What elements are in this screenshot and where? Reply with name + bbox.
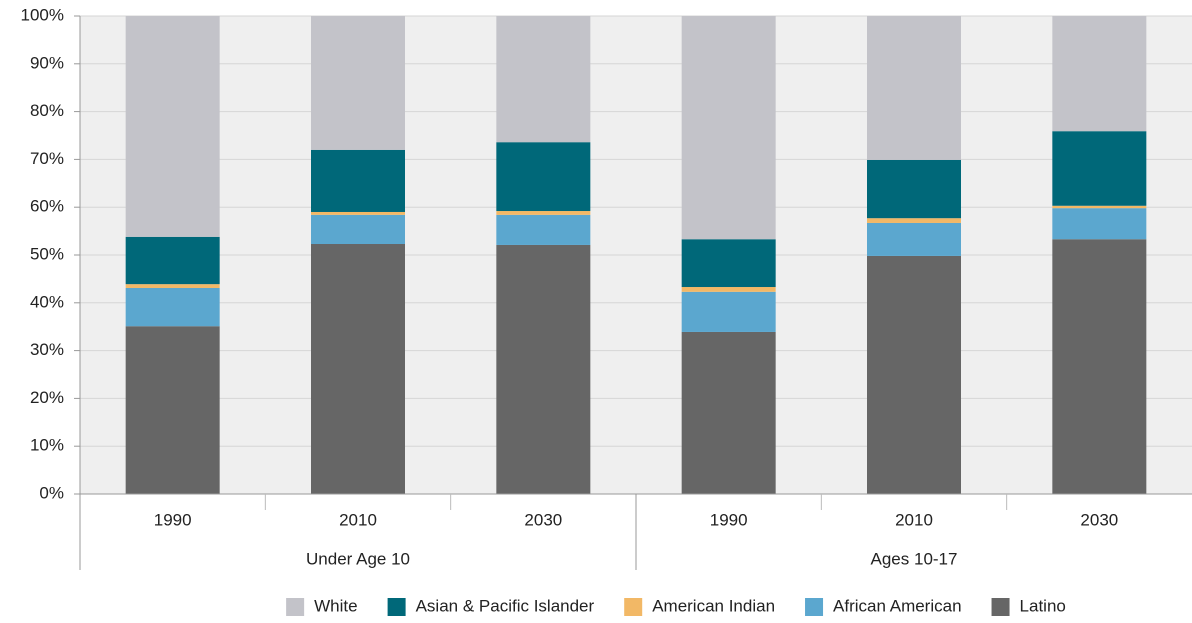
bar-segment: [496, 16, 591, 143]
group-label: Under Age 10: [306, 549, 410, 568]
x-tick-label: 2010: [339, 510, 377, 529]
legend-label: White: [314, 596, 357, 615]
bar-segment: [1052, 208, 1147, 240]
bar-segment: [496, 244, 591, 494]
x-tick-label: 2030: [1080, 510, 1118, 529]
bar-segment: [681, 239, 776, 288]
bar-segment: [681, 287, 776, 292]
bar-segment: [125, 287, 220, 327]
y-tick-label: 40%: [30, 292, 64, 311]
legend-swatch: [387, 598, 406, 616]
bar-segment: [496, 214, 591, 245]
bar-segment: [125, 16, 220, 237]
y-tick-label: 30%: [30, 340, 64, 359]
y-tick-label: 70%: [30, 149, 64, 168]
legend-swatch: [624, 598, 643, 616]
bar-segment: [867, 255, 961, 494]
bar-segment: [125, 326, 220, 494]
bar-segment: [311, 211, 405, 215]
legend-label: African American: [833, 596, 962, 615]
x-tick-label: 2010: [895, 510, 933, 529]
bar-segment: [867, 16, 961, 160]
y-tick-label: 10%: [30, 436, 64, 455]
x-tick-label: 2030: [524, 510, 562, 529]
bar-segment: [681, 291, 776, 332]
y-tick-label: 100%: [21, 5, 64, 24]
legend-label: Asian & Pacific Islander: [416, 596, 595, 615]
bar-segment: [311, 16, 405, 150]
legend-swatch: [805, 598, 824, 616]
bar-segment: [311, 149, 405, 212]
x-tick-label: 1990: [154, 510, 192, 529]
bar-segment: [867, 218, 961, 223]
legend-label: Latino: [1020, 596, 1066, 615]
y-tick-label: 20%: [30, 388, 64, 407]
bar-segment: [311, 244, 405, 494]
y-tick-label: 60%: [30, 197, 64, 216]
bar-segment: [496, 142, 591, 212]
bar-segment: [867, 222, 961, 256]
bar-segment: [311, 214, 405, 245]
bar-segment: [681, 16, 776, 240]
bar-segment: [125, 236, 220, 285]
x-tick-label: 1990: [710, 510, 748, 529]
bar-segment: [1052, 205, 1147, 209]
bar-segment: [1052, 239, 1147, 494]
y-tick-label: 50%: [30, 244, 64, 263]
group-label: Ages 10-17: [871, 549, 958, 568]
bar-segment: [125, 284, 220, 288]
bar-segment: [1052, 131, 1147, 206]
legend-swatch: [991, 598, 1010, 616]
y-tick-label: 80%: [30, 101, 64, 120]
legend-swatch: [286, 598, 305, 616]
bar-segment: [681, 331, 776, 494]
bar-segment: [867, 159, 961, 219]
bar-segment: [1052, 16, 1147, 132]
bar-segment: [496, 211, 591, 215]
legend-label: American Indian: [652, 596, 775, 615]
y-tick-label: 90%: [30, 53, 64, 72]
y-tick-label: 0%: [39, 483, 64, 502]
